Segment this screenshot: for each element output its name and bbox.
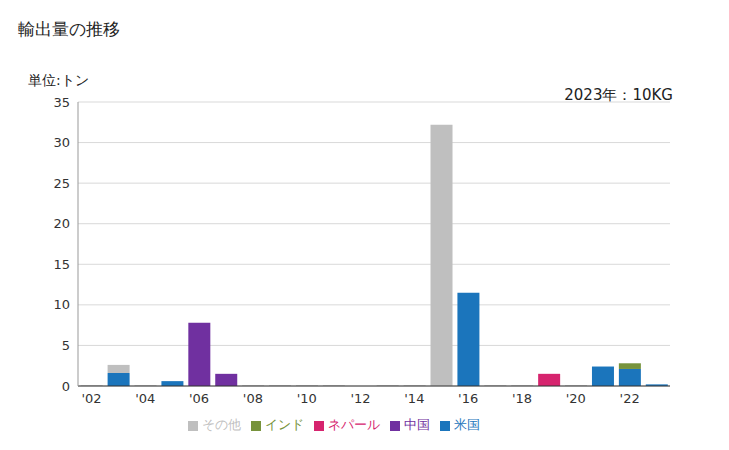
svg-text:'20: '20 (566, 391, 586, 406)
svg-text:'04: '04 (135, 391, 155, 406)
svg-text:'16: '16 (458, 391, 478, 406)
html-text:2023年：10KG: 2023年：10KG (564, 86, 673, 104)
html-text:中国: 中国 (404, 417, 430, 432)
svg-text:35: 35 (53, 95, 70, 110)
svg-text:'14: '14 (404, 391, 424, 406)
svg-text:0: 0 (62, 379, 70, 394)
html-text:輸出量の推移: 輸出量の推移 (18, 19, 120, 39)
svg-text:'22: '22 (620, 391, 640, 406)
svg-text:'08: '08 (243, 391, 263, 406)
svg-text:20: 20 (53, 216, 70, 231)
svg-text:'12: '12 (350, 391, 370, 406)
html-text:インド: インド (265, 417, 304, 432)
html-text:米国: 米国 (454, 417, 480, 432)
html-text:単位:トン: 単位:トン (28, 72, 89, 88)
svg-text:'10: '10 (297, 391, 317, 406)
svg-text:15: 15 (53, 257, 70, 272)
svg-text:25: 25 (53, 176, 70, 191)
html-text:ネパール: ネパール (328, 417, 380, 432)
svg-text:'06: '06 (189, 391, 209, 406)
svg-text:30: 30 (53, 135, 70, 150)
svg-text:'02: '02 (81, 391, 101, 406)
svg-text:10: 10 (53, 297, 70, 312)
svg-text:'18: '18 (512, 391, 532, 406)
svg-text:5: 5 (62, 338, 70, 353)
html-text:その他: その他 (202, 417, 241, 432)
